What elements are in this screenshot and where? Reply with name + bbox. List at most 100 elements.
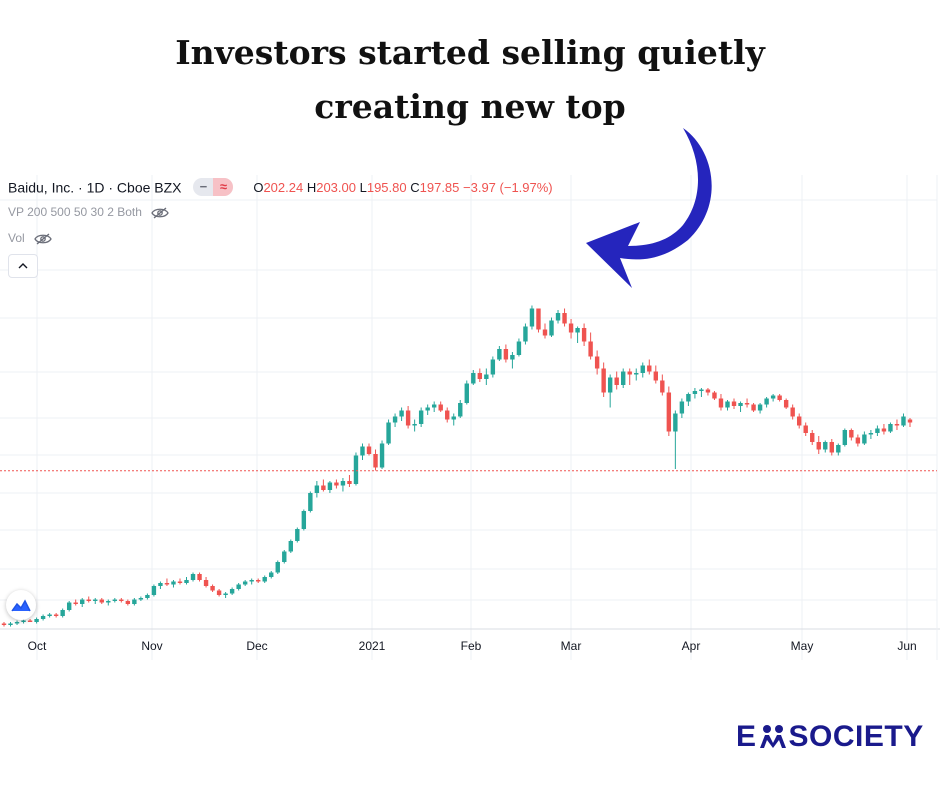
candle-body xyxy=(288,541,293,552)
candle xyxy=(184,577,189,585)
candle-body xyxy=(471,373,476,384)
candle xyxy=(901,413,906,427)
candle-body xyxy=(47,614,52,616)
candle xyxy=(164,578,170,586)
high-value: 203.00 xyxy=(316,180,356,196)
vol-label: Vol xyxy=(8,231,25,245)
candle xyxy=(458,400,463,418)
candle xyxy=(549,317,554,337)
candle xyxy=(27,619,33,622)
candle xyxy=(653,365,658,384)
candle xyxy=(484,368,489,385)
symbol-title[interactable]: Baidu, Inc. · 1D · Cboe BZX xyxy=(8,179,182,196)
candle xyxy=(8,622,13,627)
candle xyxy=(490,356,496,378)
candle xyxy=(301,509,307,531)
candle xyxy=(334,479,339,489)
x-tick-label: May xyxy=(791,639,814,653)
candle-body xyxy=(770,395,776,399)
candle xyxy=(360,443,365,460)
candle xyxy=(223,592,228,598)
candle-body xyxy=(510,355,515,360)
candle-body xyxy=(373,454,378,468)
candle xyxy=(379,440,385,469)
candle-body xyxy=(321,485,326,490)
candle-body xyxy=(692,391,698,394)
candle-body xyxy=(425,407,430,411)
candle-body xyxy=(673,413,678,432)
candle-body xyxy=(216,590,222,595)
candle xyxy=(601,362,606,397)
eye-hidden-icon[interactable] xyxy=(151,207,170,219)
curved-arrow-icon xyxy=(586,128,712,288)
x-tick-label: Apr xyxy=(682,639,701,653)
candle-body xyxy=(829,442,834,453)
candle-body xyxy=(601,368,606,393)
x-tick-label: Dec xyxy=(246,639,267,653)
candle xyxy=(816,436,821,454)
candle xyxy=(60,608,65,618)
collapse-indicators-button[interactable] xyxy=(8,254,38,278)
candle xyxy=(738,401,743,412)
candle-body xyxy=(614,377,619,385)
candle-body xyxy=(849,430,854,438)
candle xyxy=(477,368,483,382)
candle-body xyxy=(210,586,215,591)
candle-body xyxy=(14,622,20,624)
candle xyxy=(431,401,437,412)
tradingview-logo[interactable] xyxy=(6,590,36,620)
candle xyxy=(862,431,867,445)
minus-icon[interactable]: − xyxy=(199,179,208,195)
candle-body xyxy=(301,511,307,529)
candle-body xyxy=(647,365,652,372)
candle xyxy=(438,401,443,412)
candle-body xyxy=(803,425,808,433)
candle xyxy=(836,443,841,456)
volume-profile-indicator[interactable]: VP 200 500 50 30 2 Both xyxy=(8,205,170,219)
candle xyxy=(242,580,248,586)
candle-body xyxy=(907,419,913,423)
candle-body xyxy=(810,433,815,442)
eye-hidden-icon[interactable] xyxy=(34,233,52,245)
candle xyxy=(425,404,430,415)
close-label: C xyxy=(410,180,420,196)
brand-prefix: E xyxy=(736,720,757,753)
candle-body xyxy=(451,416,456,420)
candle xyxy=(888,422,893,433)
candle-body xyxy=(868,433,874,435)
candle-body xyxy=(66,602,72,610)
price-mode-toggle[interactable]: − ≈ xyxy=(193,178,234,197)
candle-body xyxy=(197,574,202,580)
headline-line-2: creating new top xyxy=(314,87,626,126)
wave-icon[interactable]: ≈ xyxy=(213,178,234,197)
volume-indicator[interactable]: Vol xyxy=(8,231,52,245)
candle xyxy=(138,596,144,601)
candle xyxy=(594,350,600,375)
candle xyxy=(405,406,411,429)
candle xyxy=(392,413,398,427)
candle-body xyxy=(503,349,509,360)
candle xyxy=(256,578,261,583)
candle xyxy=(340,478,346,492)
candle-body xyxy=(386,422,391,444)
x-axis-ticks: Oct Nov Dec 2021 Feb Mar Apr May Jun xyxy=(28,639,917,653)
candle xyxy=(80,598,85,607)
candle-body xyxy=(366,446,372,454)
candle xyxy=(190,572,196,582)
candle-body xyxy=(203,580,209,586)
candle-body xyxy=(653,371,658,381)
candle xyxy=(757,403,763,414)
candle xyxy=(327,481,333,493)
candle xyxy=(699,388,704,397)
candle xyxy=(647,359,652,375)
candle-body xyxy=(53,614,59,616)
candle-body xyxy=(594,356,600,369)
candle-body xyxy=(256,580,261,582)
candle-body xyxy=(184,580,189,583)
candle xyxy=(216,589,222,597)
candle-body xyxy=(223,593,228,595)
candle-body xyxy=(399,410,404,417)
headline-line-1: Investors started selling quietly xyxy=(175,33,765,72)
candle xyxy=(119,598,124,603)
